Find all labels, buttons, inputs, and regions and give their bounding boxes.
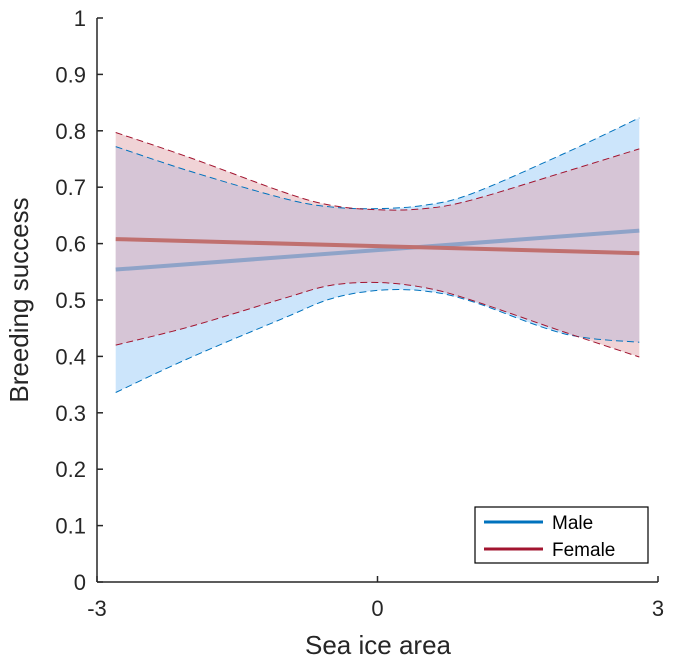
legend: Male Female	[474, 506, 649, 564]
y-tick-label: 0.8	[55, 119, 86, 144]
y-tick-label: 0.5	[55, 288, 86, 313]
ci-upper-male	[115, 117, 640, 210]
y-tick-label: 0	[74, 570, 86, 595]
y-tick-label: 0.7	[55, 175, 86, 200]
axes: 00.10.20.30.40.50.60.70.80.91-3 0 3	[55, 6, 664, 621]
x-tick-label: 0	[371, 596, 383, 621]
y-tick-label: 0.4	[55, 344, 86, 369]
y-tick-label: 0.2	[55, 457, 86, 482]
legend-box	[474, 506, 649, 564]
confidence-bands	[115, 117, 640, 393]
x-tick-label: 3	[652, 596, 664, 621]
legend-label-male: Male	[552, 513, 593, 534]
legend-label-female: Female	[552, 540, 615, 561]
y-tick-label: 0.3	[55, 401, 86, 426]
x-tick-label: -3	[87, 596, 107, 621]
y-tick-label: 0.6	[55, 232, 86, 257]
fit-lines	[115, 228, 640, 272]
y-axis-label: Breeding success	[4, 197, 34, 402]
ci-lower-female	[115, 281, 640, 358]
x-axis-label: Sea ice area	[305, 630, 452, 660]
y-tick-label: 0.9	[55, 62, 86, 87]
ci-upper-female	[115, 132, 640, 211]
fit-line-male	[115, 228, 640, 272]
y-tick-label: 1	[74, 6, 86, 31]
y-tick-label: 0.1	[55, 514, 86, 539]
fit-line-female	[115, 237, 640, 256]
